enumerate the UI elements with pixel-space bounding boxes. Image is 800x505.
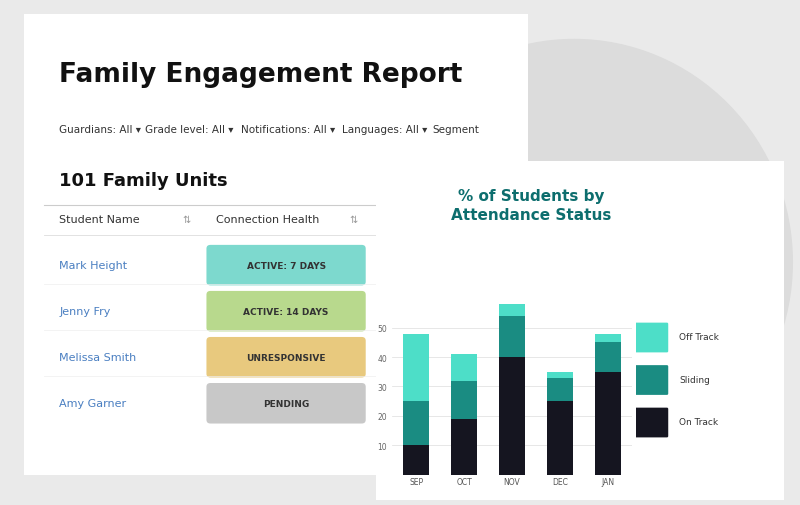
Text: Student Name: Student Name — [59, 215, 140, 225]
Text: Guardians: All ▾: Guardians: All ▾ — [59, 125, 142, 135]
Circle shape — [356, 40, 792, 485]
Bar — [451, 381, 478, 419]
Bar — [594, 372, 621, 475]
Text: On Track: On Track — [679, 418, 718, 426]
FancyBboxPatch shape — [206, 291, 366, 332]
Text: Amy Garner: Amy Garner — [59, 398, 126, 409]
Bar — [499, 316, 525, 358]
Text: ACTIVE: 7 DAYS: ACTIVE: 7 DAYS — [246, 261, 326, 270]
Bar — [546, 378, 573, 401]
Text: Segment: Segment — [432, 125, 479, 135]
Text: Notifications: All ▾: Notifications: All ▾ — [241, 125, 335, 135]
Text: PENDING: PENDING — [263, 399, 310, 408]
Text: ⇅: ⇅ — [349, 215, 358, 225]
Text: Communications: Communications — [377, 215, 470, 225]
Bar — [403, 334, 430, 401]
Bar — [594, 343, 621, 372]
Text: Melissa Smith: Melissa Smith — [59, 352, 137, 363]
FancyBboxPatch shape — [206, 337, 366, 378]
FancyBboxPatch shape — [634, 408, 668, 437]
Bar — [451, 419, 478, 475]
Text: ACTIVE: 14 DAYS: ACTIVE: 14 DAYS — [243, 307, 329, 316]
Text: Off Track: Off Track — [679, 333, 719, 341]
Text: ⇅: ⇅ — [182, 215, 191, 225]
Text: UNRESPONSIVE: UNRESPONSIVE — [246, 353, 326, 362]
Bar — [451, 355, 478, 381]
Text: Sliding: Sliding — [679, 375, 710, 384]
FancyBboxPatch shape — [206, 383, 366, 424]
Text: Languages: All ▾: Languages: All ▾ — [342, 125, 427, 135]
FancyBboxPatch shape — [368, 155, 792, 505]
Text: Mark Height: Mark Height — [59, 261, 127, 271]
Bar — [546, 401, 573, 475]
Bar — [499, 358, 525, 475]
FancyBboxPatch shape — [634, 366, 668, 395]
FancyBboxPatch shape — [206, 245, 366, 286]
Text: Jenny Fry: Jenny Fry — [59, 307, 110, 317]
Text: 101 Family Units: 101 Family Units — [59, 172, 228, 189]
Text: Grade level: All ▾: Grade level: All ▾ — [145, 125, 234, 135]
Text: Connection Health: Connection Health — [215, 215, 319, 225]
FancyBboxPatch shape — [634, 323, 668, 352]
FancyBboxPatch shape — [14, 6, 538, 484]
Bar — [594, 334, 621, 343]
Bar — [546, 372, 573, 378]
Text: % of Students by
Attendance Status: % of Students by Attendance Status — [451, 188, 611, 223]
Bar — [499, 305, 525, 316]
Bar — [403, 401, 430, 445]
Bar — [403, 445, 430, 475]
Text: Family Engagement Report: Family Engagement Report — [59, 62, 462, 88]
